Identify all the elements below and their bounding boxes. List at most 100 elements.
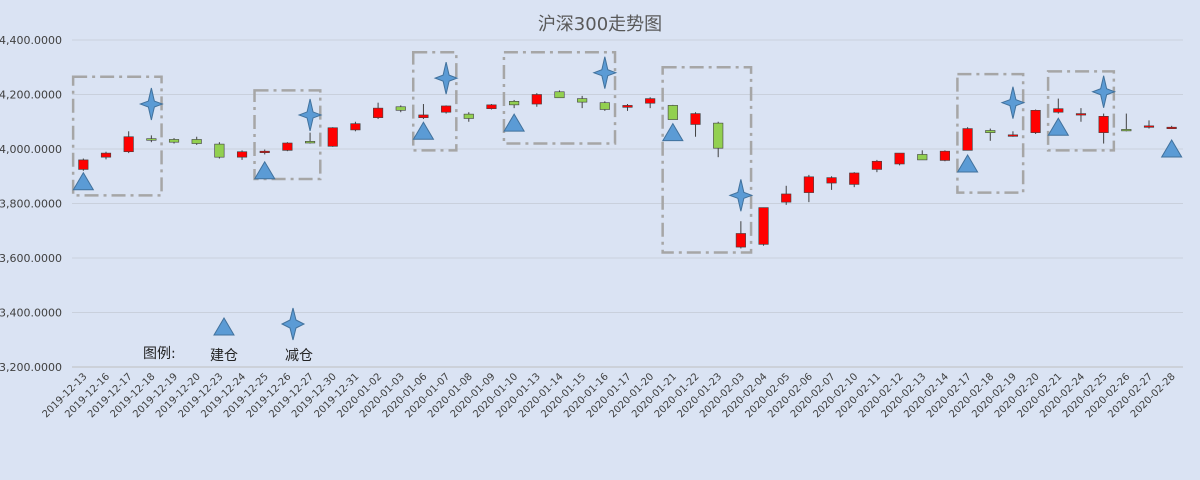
candle <box>622 104 633 111</box>
reduce-marker <box>728 179 754 212</box>
highlight-box <box>502 51 617 145</box>
candle-body <box>463 113 474 119</box>
candle <box>1075 108 1087 122</box>
highlight-box <box>956 72 1025 194</box>
candle-body <box>259 150 270 153</box>
candle-body <box>667 105 678 120</box>
candle-body <box>1007 134 1019 137</box>
candle <box>350 121 361 132</box>
legend-label: 图例: <box>143 346 176 362</box>
candle <box>418 104 429 120</box>
candle-body <box>1166 126 1177 129</box>
candle <box>100 151 112 160</box>
candle <box>690 112 701 137</box>
candle-body <box>214 143 225 158</box>
candle-body <box>622 105 633 108</box>
legend-reduce-label: 减仓 <box>285 348 313 364</box>
candle-body <box>123 136 134 153</box>
candle <box>645 97 656 109</box>
candle-body <box>531 94 542 105</box>
candle-body <box>191 139 202 144</box>
candle <box>1098 113 1109 144</box>
candle-body <box>849 172 860 185</box>
candle-body <box>599 102 610 110</box>
candle-body <box>305 141 316 144</box>
candle <box>1030 109 1041 135</box>
candle-body <box>781 193 792 203</box>
candle <box>123 131 134 154</box>
x-axis: 2019-12-132019-12-162019-12-172019-12-18… <box>41 371 1178 420</box>
candle <box>305 132 316 144</box>
highlight-boxes <box>71 51 1116 254</box>
candle <box>146 135 157 143</box>
candle-body <box>577 98 588 103</box>
candle-body <box>690 113 701 125</box>
candle <box>599 101 610 111</box>
candle-body <box>1121 129 1132 132</box>
y-tick-label: 3,400.0000 <box>0 307 62 320</box>
candle <box>1053 98 1064 114</box>
highlight-box <box>1046 70 1116 152</box>
legend: 图例: 建仓 减仓 <box>143 307 313 364</box>
candle-body <box>441 105 452 113</box>
candle <box>78 158 89 171</box>
candle-body <box>1143 125 1155 128</box>
highlight-box <box>411 51 458 152</box>
candle-body <box>395 106 406 111</box>
candle-body <box>146 138 157 141</box>
candle-body <box>350 123 361 131</box>
candle <box>168 138 180 144</box>
candle <box>849 172 860 188</box>
y-tick-label: 4,000.0000 <box>0 143 62 156</box>
candle-body <box>282 142 293 151</box>
candle <box>259 149 270 155</box>
candle <box>939 150 950 162</box>
y-tick-label: 3,200.0000 <box>0 361 62 374</box>
y-axis: 3,200.0000 3,400.0000 3,600.0000 3,800.0000… <box>0 34 62 374</box>
reduce-marker <box>1000 86 1026 119</box>
candle-body <box>826 177 837 184</box>
build-marker <box>661 122 684 142</box>
candle-body <box>871 160 882 170</box>
build-marker <box>1047 117 1070 136</box>
reduce-marker <box>592 56 618 89</box>
candle-body <box>1075 113 1087 116</box>
candle <box>1166 125 1177 129</box>
candle-body <box>803 176 814 193</box>
candle-body <box>917 154 928 161</box>
build-marker <box>253 160 276 180</box>
build-marker <box>503 113 526 132</box>
candle-body <box>236 151 248 158</box>
candle-body <box>78 159 89 170</box>
candle <box>282 142 293 152</box>
candle <box>191 136 202 145</box>
candle <box>803 174 814 203</box>
build-marker <box>956 154 979 173</box>
reduce-marker <box>138 87 164 121</box>
candle <box>236 150 248 160</box>
chart-title: 沪深300走势图 <box>537 14 663 35</box>
candle-body <box>1098 116 1109 133</box>
candle <box>1121 113 1132 132</box>
candle-body <box>100 152 112 158</box>
candle <box>917 150 928 161</box>
candle-body <box>327 127 338 147</box>
candle <box>1007 131 1019 137</box>
candle <box>486 104 497 110</box>
legend-build-label: 建仓 <box>210 348 238 364</box>
candle <box>214 142 225 159</box>
candle-body <box>168 139 180 143</box>
candle <box>735 221 746 249</box>
candle-body <box>486 104 497 109</box>
candle <box>962 127 973 151</box>
build-marker <box>412 121 435 140</box>
candle-body <box>735 233 746 248</box>
candle-body <box>373 107 384 118</box>
candle-body <box>1053 108 1064 113</box>
candle-body <box>962 128 973 151</box>
candle <box>781 185 792 205</box>
trade-markers <box>72 56 1183 212</box>
candle <box>373 102 384 120</box>
reduce-marker <box>433 62 459 95</box>
candles <box>78 90 1177 249</box>
